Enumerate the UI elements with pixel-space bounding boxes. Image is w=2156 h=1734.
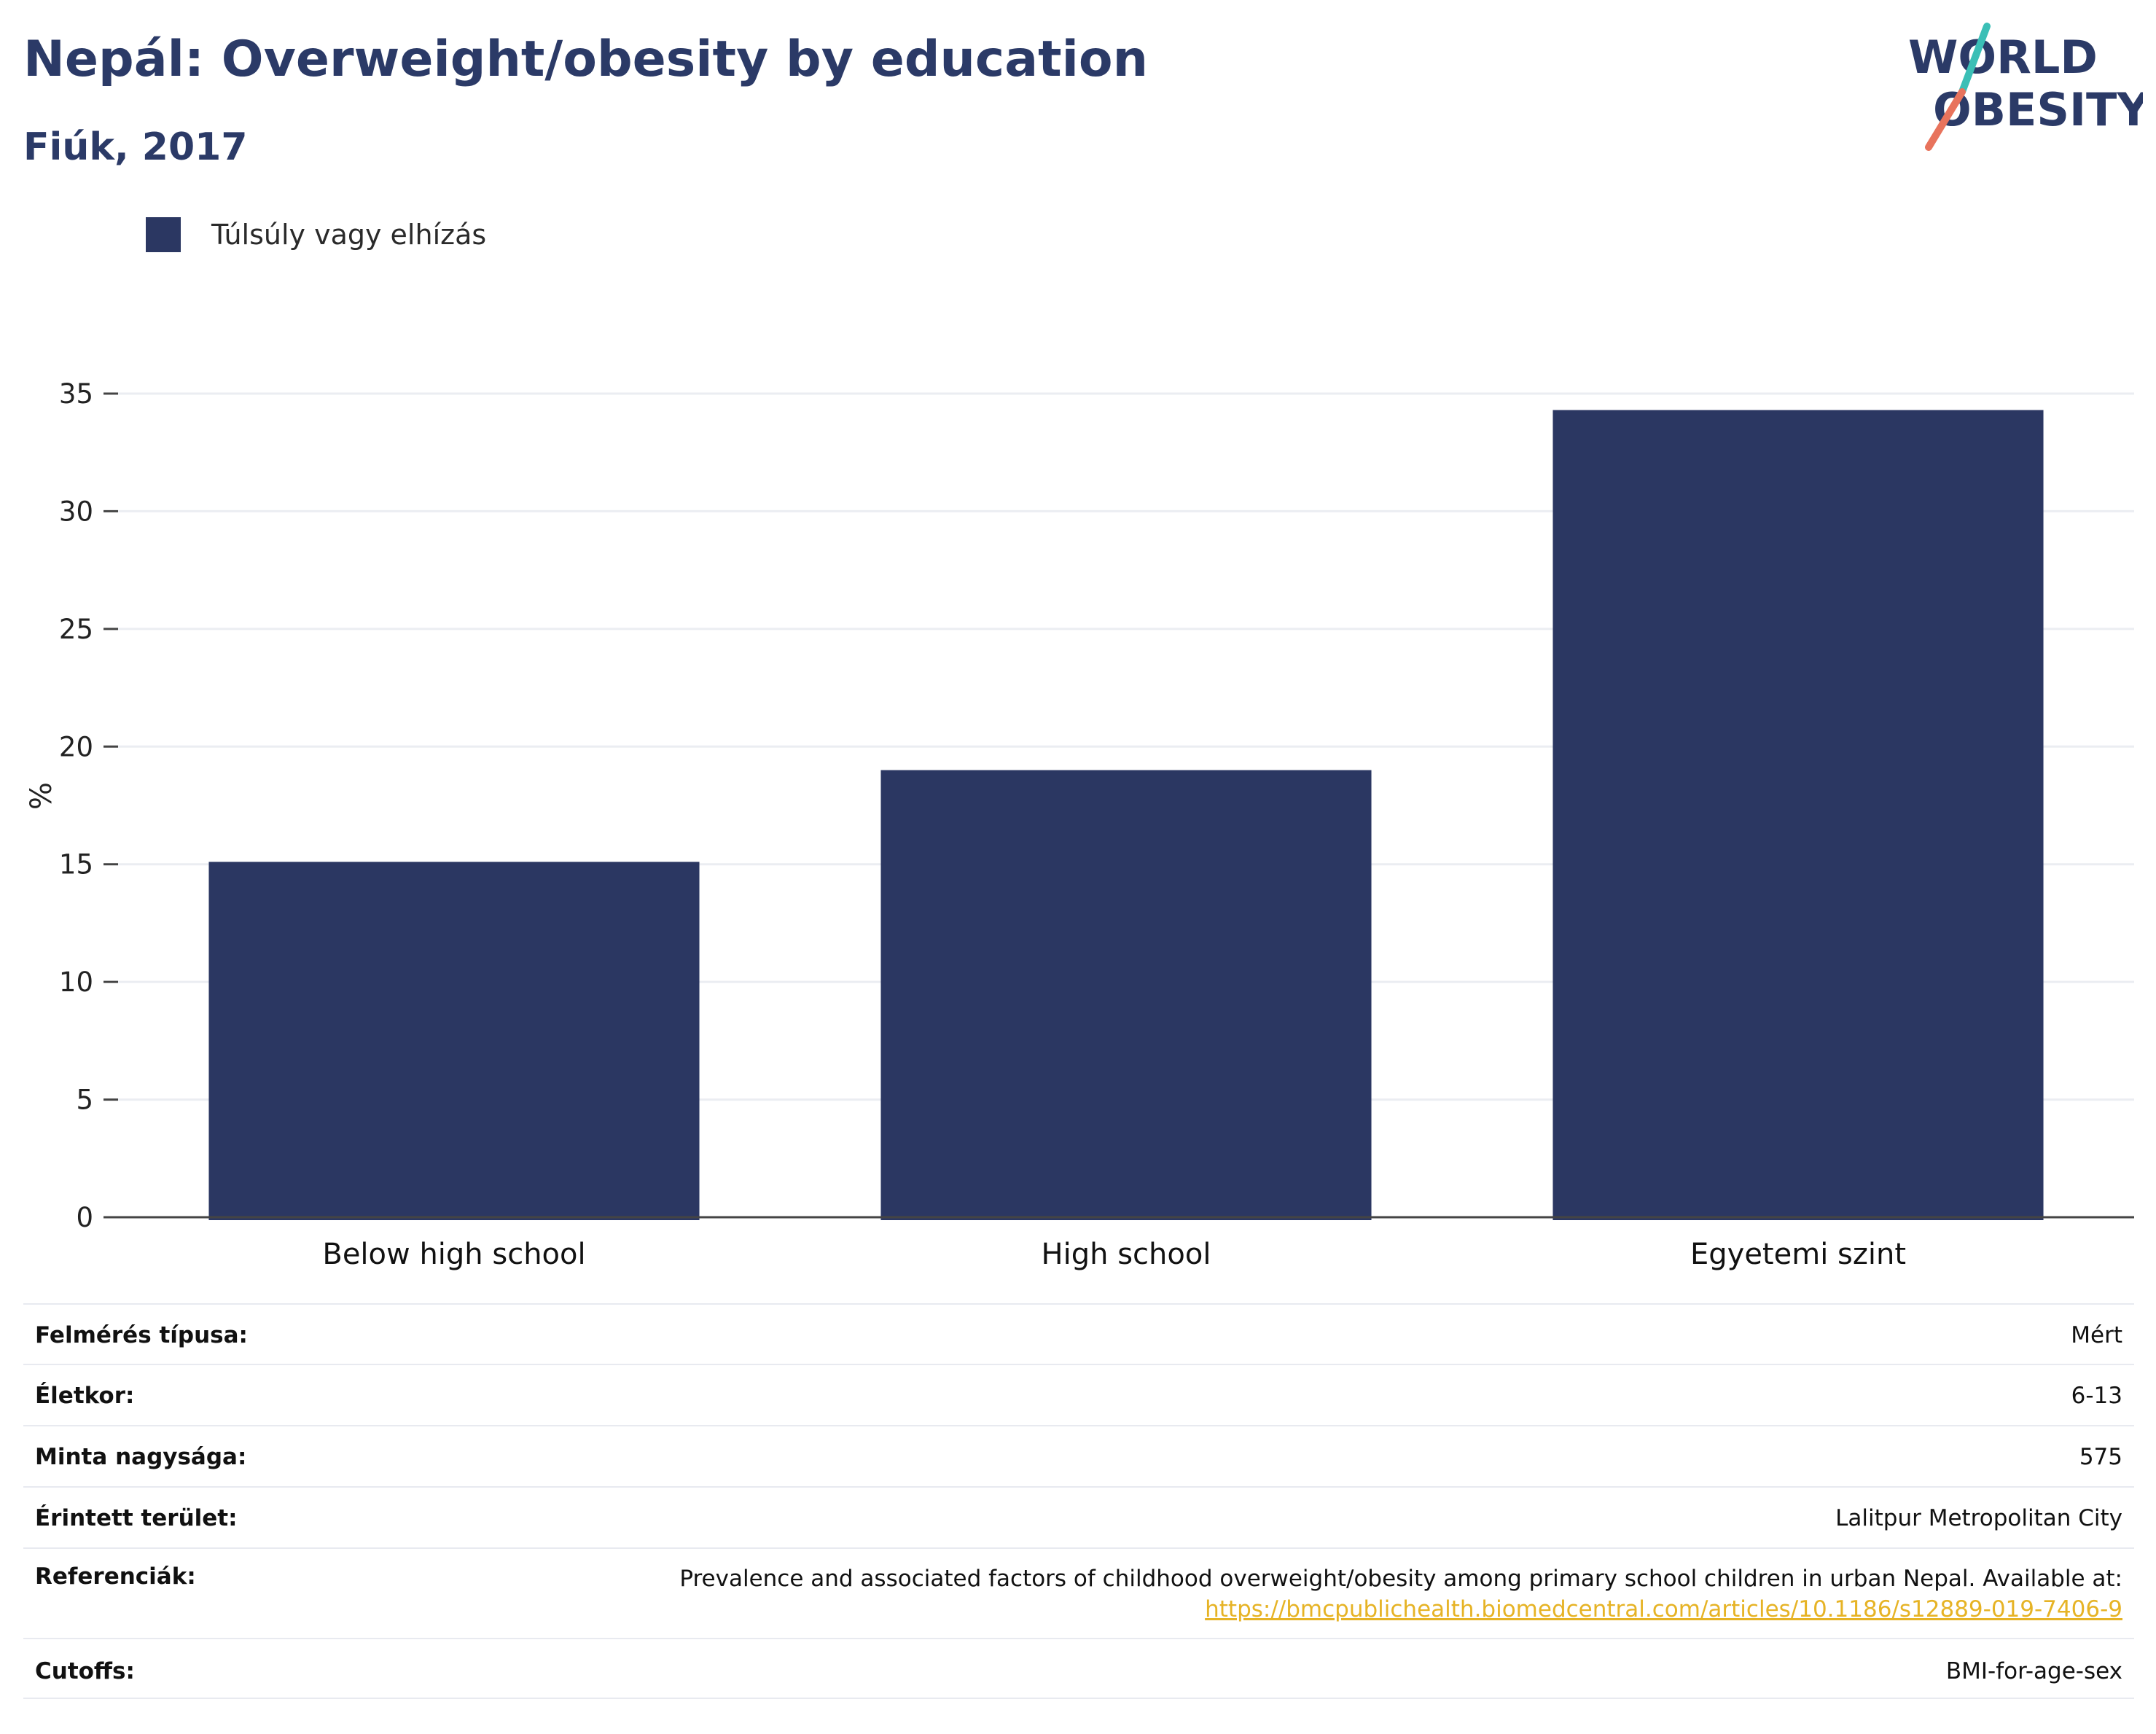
y-tick-label: 10 — [59, 966, 93, 998]
y-tick-label: 0 — [76, 1202, 93, 1233]
bar-2 — [1552, 410, 2044, 1220]
page-subtitle: Fiúk, 2017 — [23, 125, 248, 169]
x-tick-label: Below high school — [322, 1238, 585, 1271]
x-tick-label: High school — [1042, 1238, 1211, 1271]
info-row-age: Életkor: 6-13 — [23, 1364, 2134, 1425]
x-axis-ticks: Below high school High school Egyetemi szi… — [322, 1238, 1906, 1271]
info-label-age: Életkor: — [35, 1383, 135, 1409]
info-label-sample-size: Minta nagysága: — [35, 1444, 247, 1470]
info-row-area: Érintett terület: Lalitpur Metropolitan … — [23, 1486, 2134, 1547]
y-tick-label: 30 — [59, 496, 93, 527]
info-row-survey-type: Felmérés típusa: Mért — [23, 1303, 2134, 1364]
logo-slash-top — [1958, 23, 1991, 95]
survey-info-table: Felmérés típusa: Mért Életkor: 6-13 Mint… — [23, 1303, 2134, 1699]
y-axis-label: % — [25, 782, 58, 810]
y-tick-label: 5 — [76, 1085, 93, 1116]
bar-0 — [208, 862, 700, 1220]
chart-bars — [208, 410, 2044, 1220]
logo-text-world: WORLD — [1908, 31, 2098, 84]
info-value-area: Lalitpur Metropolitan City — [1835, 1505, 2122, 1531]
info-value-sample-size: 575 — [2079, 1444, 2122, 1470]
bar-chart: 0 5 10 15 20 25 30 35 Below high school High sch… — [25, 378, 2134, 1271]
legend-label: Túlsúly vagy elhízás — [211, 219, 487, 251]
y-tick-label: 20 — [59, 731, 93, 762]
info-label-cutoffs: Cutoffs: — [35, 1658, 135, 1684]
reference-text: Prevalence and associated factors of chi… — [679, 1566, 2122, 1592]
bar-1 — [880, 770, 1372, 1220]
chart-legend: Túlsúly vagy elhízás — [146, 216, 486, 254]
y-tick-label: 25 — [59, 614, 93, 645]
y-tick-label: 35 — [59, 378, 93, 410]
info-label-references: Referenciák: — [35, 1563, 196, 1590]
info-label-survey-type: Felmérés típusa: — [35, 1322, 248, 1348]
info-row-cutoffs: Cutoffs: BMI-for-age-sex — [23, 1638, 2134, 1699]
info-row-sample-size: Minta nagysága: 575 — [23, 1425, 2134, 1486]
reference-link[interactable]: https://bmcpublichealth.biomedcentral.co… — [1205, 1596, 2122, 1622]
logo-text-obesity: OBESITY — [1933, 83, 2143, 136]
logo-slash-bottom — [1925, 88, 1966, 151]
world-obesity-logo: WORLD OBESITY — [1908, 23, 2143, 151]
legend-swatch — [146, 217, 181, 252]
y-axis-ticks: 0 5 10 15 20 25 30 35 — [59, 378, 118, 1233]
info-row-references: Referenciák: Prevalence and associated f… — [23, 1547, 2134, 1638]
info-value-references: Prevalence and associated factors of chi… — [679, 1563, 2122, 1625]
x-tick-label: Egyetemi szint — [1690, 1238, 1906, 1271]
y-tick-label: 15 — [59, 849, 93, 880]
page-title: Nepál: Overweight/obesity by education — [23, 31, 1149, 88]
info-value-age: 6-13 — [2071, 1383, 2122, 1409]
info-label-area: Érintett terület: — [35, 1505, 238, 1531]
info-value-cutoffs: BMI-for-age-sex — [1945, 1658, 2122, 1684]
info-value-survey-type: Mért — [2071, 1322, 2122, 1348]
